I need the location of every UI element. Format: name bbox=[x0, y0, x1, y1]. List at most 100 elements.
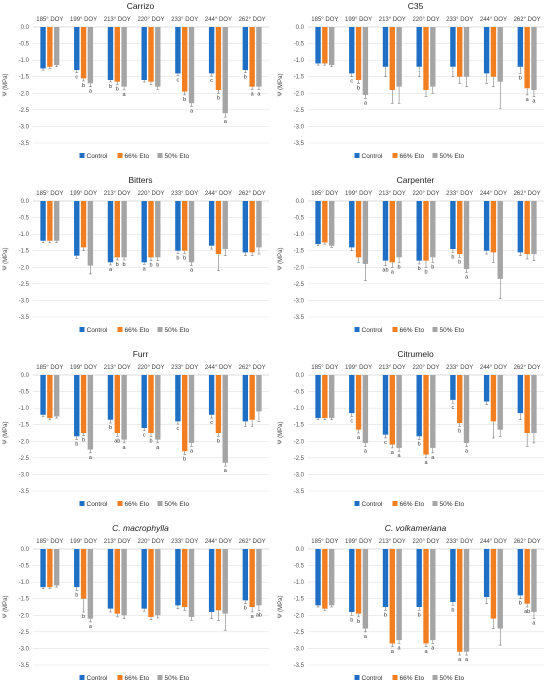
significance-letter: b bbox=[217, 438, 220, 444]
legend-swatch bbox=[79, 153, 85, 158]
bar bbox=[457, 201, 463, 255]
bar bbox=[389, 375, 395, 445]
bar bbox=[53, 549, 60, 586]
category-label: 220° DOY bbox=[412, 191, 439, 197]
bar bbox=[256, 201, 262, 248]
significance-letter: a bbox=[391, 649, 395, 655]
bar bbox=[517, 27, 524, 67]
category-label: 199° DOY bbox=[345, 191, 372, 197]
legend-swatch bbox=[392, 501, 398, 506]
y-tick-label: -2.0 bbox=[294, 613, 305, 619]
legend-entry: 50% Eto bbox=[165, 675, 190, 682]
category-label: 220° DOY bbox=[137, 365, 164, 371]
category-label: 244° DOY bbox=[480, 539, 507, 545]
bar bbox=[483, 201, 490, 251]
legend-swatch bbox=[432, 153, 438, 158]
category-label: 244° DOY bbox=[480, 17, 507, 23]
y-tick-label: -2.0 bbox=[19, 91, 30, 97]
category-label: 262° DOY bbox=[239, 365, 266, 371]
bar bbox=[423, 375, 429, 455]
category-label: 213° DOY bbox=[104, 539, 131, 545]
bar bbox=[114, 375, 120, 433]
category-label: 262° DOY bbox=[514, 365, 541, 371]
legend-entry: 66% Eto bbox=[125, 501, 150, 508]
significance-letter: b bbox=[123, 262, 126, 268]
bar bbox=[87, 375, 94, 450]
bar bbox=[423, 201, 429, 261]
bar bbox=[249, 201, 255, 253]
y-axis-label: Ψ (MPa) bbox=[278, 595, 284, 618]
legend-swatch bbox=[392, 327, 398, 332]
significance-letter: b bbox=[183, 97, 186, 103]
category-label: 220° DOY bbox=[412, 17, 439, 23]
bar bbox=[396, 27, 402, 87]
significance-letter: b bbox=[156, 263, 159, 269]
significance-letter: a bbox=[89, 455, 93, 461]
significance-letter: c bbox=[75, 75, 78, 81]
legend-swatch bbox=[354, 501, 360, 506]
significance-letter: b bbox=[418, 266, 421, 272]
bar bbox=[114, 549, 120, 614]
bar bbox=[114, 201, 120, 258]
bar bbox=[497, 27, 503, 82]
significance-letter: c bbox=[143, 433, 146, 439]
bar bbox=[382, 27, 389, 67]
bar bbox=[242, 201, 249, 253]
bar bbox=[47, 549, 53, 588]
y-tick-label: -1.5 bbox=[294, 249, 305, 255]
legend-entry: Control bbox=[87, 327, 109, 334]
bar bbox=[80, 27, 87, 79]
category-label: 262° DOY bbox=[514, 191, 541, 197]
y-tick-label: -2.5 bbox=[19, 456, 30, 462]
bar bbox=[497, 549, 503, 629]
category-label: 185° DOY bbox=[36, 539, 63, 545]
category-label: 233° DOY bbox=[171, 365, 198, 371]
significance-letter: b bbox=[458, 428, 461, 434]
significance-letter: a bbox=[357, 435, 361, 441]
significance-letter: c bbox=[350, 418, 353, 424]
bar bbox=[182, 27, 188, 92]
bar bbox=[182, 549, 188, 607]
category-label: 233° DOY bbox=[171, 539, 198, 545]
chart-title: Bitters bbox=[128, 175, 152, 185]
y-tick-label: 0.0 bbox=[21, 373, 30, 379]
y-tick-label: 0.0 bbox=[296, 547, 305, 553]
significance-letter: a bbox=[224, 119, 228, 125]
bar bbox=[80, 549, 87, 599]
chart-panel-1: Carrizo 0.0 -0.5 -1.0 -1.5 -2.0 -2.5 -3.0 -3.5 Ψ … bbox=[3, 1, 269, 160]
bar bbox=[141, 201, 147, 263]
bar bbox=[74, 549, 80, 588]
legend-entry: Control bbox=[362, 153, 384, 160]
bar bbox=[389, 27, 395, 90]
bar bbox=[315, 27, 321, 64]
chart-title: Carpenter bbox=[397, 175, 435, 185]
bar bbox=[87, 27, 94, 84]
bar bbox=[328, 201, 335, 246]
significance-letter: ab bbox=[382, 268, 388, 274]
y-tick-label: -1.0 bbox=[294, 406, 305, 412]
significance-letter: b bbox=[357, 619, 360, 625]
bar bbox=[121, 549, 127, 616]
y-tick-label: -0.5 bbox=[294, 564, 305, 570]
bar bbox=[416, 27, 422, 67]
y-tick-label: -1.0 bbox=[294, 580, 305, 586]
y-tick-label: 0.0 bbox=[21, 25, 30, 31]
significance-letter: a bbox=[398, 453, 402, 459]
legend-entry: 50% Eto bbox=[440, 153, 465, 160]
category-label: 220° DOY bbox=[137, 17, 164, 23]
legend-entry: Control bbox=[362, 501, 384, 508]
bar bbox=[497, 375, 503, 430]
significance-letter: a bbox=[424, 649, 428, 655]
y-tick-label: -3.0 bbox=[19, 124, 30, 130]
significance-letter: a bbox=[156, 445, 160, 451]
legend-swatch bbox=[157, 501, 163, 506]
legend-swatch bbox=[117, 501, 123, 506]
y-axis-label: Ψ (MPa) bbox=[3, 421, 9, 444]
bar bbox=[490, 27, 497, 77]
y-tick-label: -1.5 bbox=[294, 597, 305, 603]
legend-entry: 66% Eto bbox=[125, 675, 150, 682]
bar bbox=[141, 27, 147, 81]
legend-swatch bbox=[432, 501, 438, 506]
category-label: 220° DOY bbox=[412, 365, 439, 371]
category-label: 199° DOY bbox=[345, 365, 372, 371]
